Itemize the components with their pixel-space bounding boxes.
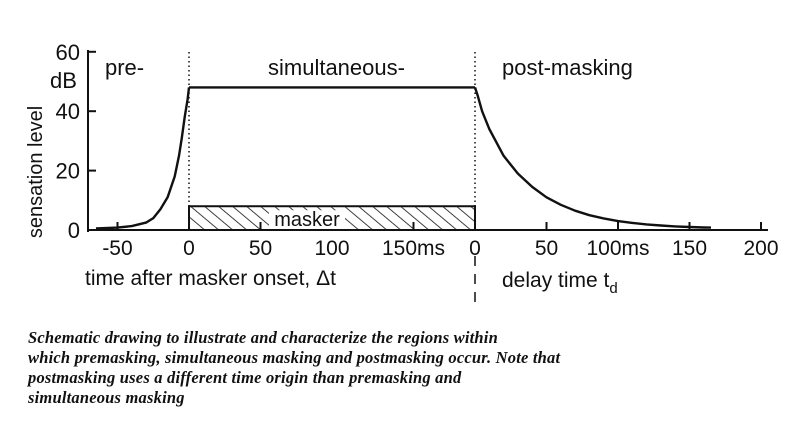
masker-label: masker: [274, 209, 340, 231]
x-axis-label-right: delay time td: [502, 269, 618, 297]
masking-chart: 0 20 40 60 -50 0 50 100 150ms 0 50 100ms 150 200 mas…: [25, 40, 779, 302]
y-tick-label: 0: [68, 218, 80, 243]
curves: [95, 86, 712, 230]
masker-label-background: [269, 210, 345, 229]
x-tick-label: 50: [249, 237, 272, 260]
caption-line: postmasking uses a different time origin…: [28, 368, 462, 387]
y-unit-label: dB: [50, 68, 77, 93]
x-tick-label: 100: [314, 237, 349, 260]
caption-line: Schematic drawing to illustrate and char…: [28, 328, 498, 347]
x-tick-label: 50: [535, 237, 558, 260]
y-axis-label: sensation level: [25, 106, 47, 238]
caption-line: simultaneous masking: [28, 388, 185, 407]
curve-pre-masking: [95, 87, 191, 230]
x-tick-label: 150ms: [382, 237, 445, 260]
x-ticks: -50 0 50 100 150ms 0 50 100ms 150 200: [102, 222, 779, 260]
x-axis-label-left: time after masker onset, Δt: [85, 267, 336, 290]
x-tick-label: 100ms: [586, 237, 649, 260]
y-tick-label: 40: [56, 99, 80, 124]
y-tick-label: 60: [56, 40, 80, 65]
caption-line: which premasking, simultaneous masking a…: [28, 348, 561, 367]
y-ticks: 0 20 40 60: [56, 40, 96, 243]
x-tick-label: -50: [102, 237, 132, 260]
x-axis-label-right-text: delay time t: [502, 269, 610, 292]
x-tick-label: 0: [183, 237, 195, 260]
region-label-pre: pre-: [105, 55, 144, 80]
figure-caption: Schematic drawing to illustrate and char…: [28, 328, 788, 408]
region-label-post: post-masking: [502, 55, 633, 80]
curve-post-masking: [473, 87, 712, 229]
y-tick-label: 20: [56, 159, 80, 184]
x-tick-label: 0: [469, 237, 481, 260]
x-tick-label: 200: [743, 237, 778, 260]
x-tick-label: 150: [672, 237, 707, 260]
region-label-simultaneous: simultaneous-: [268, 55, 405, 80]
x-axis-label-right-subscript: d: [609, 280, 617, 297]
